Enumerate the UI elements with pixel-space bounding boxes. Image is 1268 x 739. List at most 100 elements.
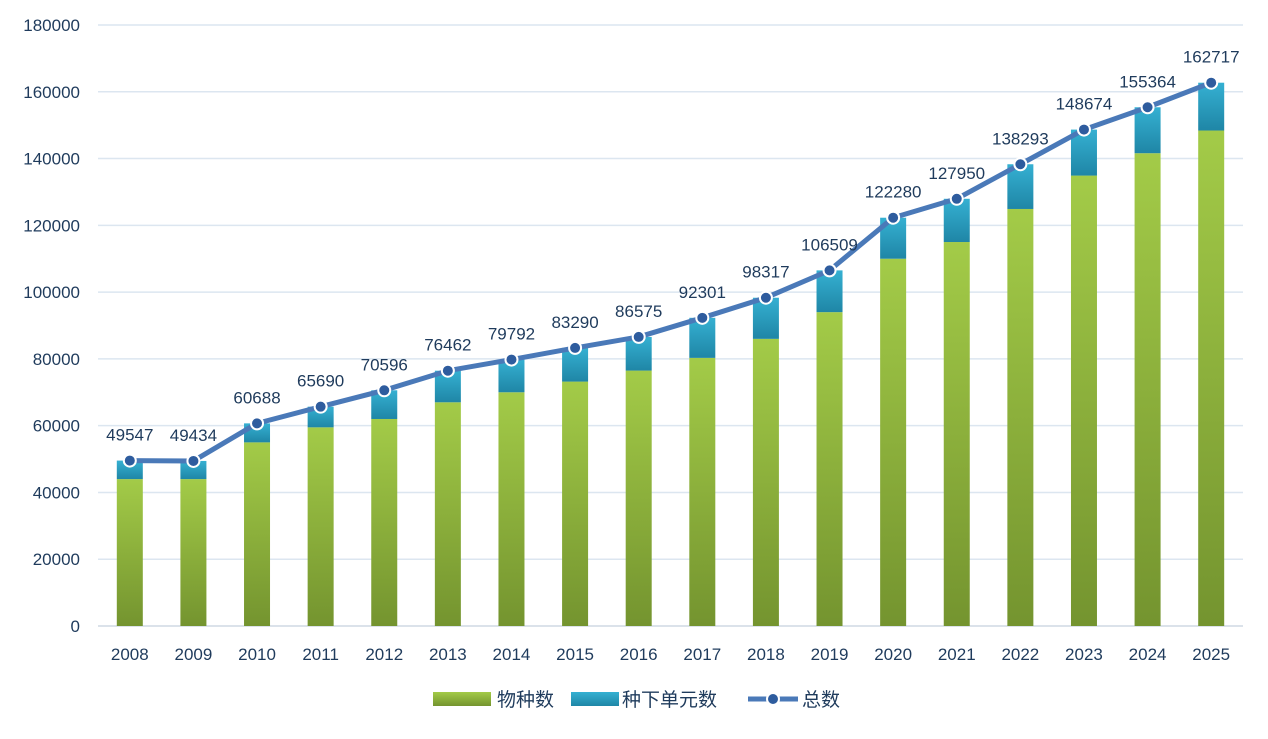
y-tick-label: 180000: [23, 16, 80, 35]
bar-species: [689, 357, 716, 626]
x-tick-label: 2018: [747, 645, 785, 664]
data-label: 79792: [488, 325, 535, 344]
bar-subspecies: [943, 198, 970, 243]
bar-species: [307, 427, 334, 626]
data-label: 76462: [424, 336, 471, 355]
x-tick-label: 2024: [1129, 645, 1167, 664]
y-tick-label: 120000: [23, 216, 80, 235]
data-label: 155364: [1119, 72, 1176, 91]
bar-species: [625, 370, 652, 626]
x-tick-label: 2016: [620, 645, 658, 664]
y-tick-label: 160000: [23, 83, 80, 102]
data-label: 127950: [928, 164, 985, 183]
total-line: [122, 75, 1219, 468]
total-marker: [377, 383, 392, 398]
bar-species: [371, 418, 398, 626]
total-marker: [440, 363, 455, 378]
y-tick-label: 140000: [23, 150, 80, 169]
data-labels: 49547 49434 60688 65690 70596 76462 79792 83290…: [106, 48, 1239, 445]
x-tick-label: 2017: [683, 645, 721, 664]
legend-swatch-subspecies: [571, 692, 619, 706]
x-tick-label: 2025: [1192, 645, 1230, 664]
bar-subspecies: [1070, 129, 1097, 176]
y-tick-label: 40000: [33, 483, 80, 502]
bar-subspecies: [307, 406, 334, 428]
legend-marker-total: [766, 692, 780, 706]
x-tick-label: 2009: [175, 645, 213, 664]
bar-species: [1198, 130, 1225, 626]
data-label: 86575: [615, 302, 662, 321]
legend-label-total: 总数: [802, 689, 840, 711]
data-label: 60688: [233, 388, 280, 407]
x-tick-label: 2015: [556, 645, 594, 664]
bar-species: [880, 258, 907, 626]
bar-subspecies: [1198, 82, 1225, 131]
y-tick-label: 60000: [33, 417, 80, 436]
total-marker: [695, 310, 710, 325]
bar-species: [116, 479, 143, 626]
data-label: 138293: [992, 129, 1049, 148]
total-marker: [1204, 75, 1219, 90]
x-axis: 2008 2009 2010 2011 2012 2013 2014 2015 2016 2017…: [111, 645, 1230, 664]
x-tick-label: 2022: [1001, 645, 1039, 664]
data-label: 162717: [1183, 48, 1240, 67]
bar-species: [562, 381, 589, 626]
x-tick-label: 2012: [365, 645, 403, 664]
legend: 物种数 种下单元数 总数: [433, 689, 840, 711]
y-tick-label: 80000: [33, 350, 80, 369]
gridlines: [98, 24, 1243, 627]
bar-species: [180, 479, 207, 626]
bar-species: [1007, 208, 1034, 626]
total-marker: [631, 329, 646, 344]
total-marker: [1013, 157, 1028, 172]
bar-species: [943, 242, 970, 626]
total-marker: [568, 340, 583, 355]
data-label: 106509: [801, 235, 858, 254]
total-marker: [313, 399, 328, 414]
bars: [116, 82, 1225, 627]
total-marker: [250, 416, 265, 431]
y-tick-label: 100000: [23, 283, 80, 302]
total-marker: [186, 453, 201, 468]
data-label: 70596: [361, 355, 408, 374]
legend-label-subspecies: 种下单元数: [622, 689, 717, 711]
total-marker: [886, 210, 901, 225]
x-tick-label: 2021: [938, 645, 976, 664]
bar-subspecies: [180, 460, 207, 480]
legend-label-species: 物种数: [497, 689, 554, 711]
legend-swatch-species: [433, 692, 491, 706]
bar-species: [1070, 175, 1097, 626]
bar-species: [434, 402, 461, 626]
x-tick-label: 2011: [302, 645, 339, 664]
data-label: 98317: [742, 263, 789, 282]
total-line-path: [129, 80, 1213, 464]
x-tick-label: 2019: [811, 645, 849, 664]
bar-species: [244, 442, 271, 626]
total-marker: [822, 263, 837, 278]
total-marker: [949, 191, 964, 206]
bar-species: [498, 392, 525, 626]
data-label: 49434: [170, 426, 217, 445]
total-marker: [758, 290, 773, 305]
y-tick-label: 20000: [33, 550, 80, 569]
x-tick-label: 2008: [111, 645, 149, 664]
total-marker: [1076, 122, 1091, 137]
data-label: 65690: [297, 372, 344, 391]
bar-species: [816, 312, 843, 626]
x-tick-label: 2013: [429, 645, 467, 664]
x-tick-label: 2023: [1065, 645, 1103, 664]
x-tick-label: 2020: [874, 645, 912, 664]
data-label: 148674: [1056, 95, 1113, 114]
data-label: 122280: [865, 183, 922, 202]
bar-species: [752, 338, 779, 626]
x-tick-label: 2014: [493, 645, 531, 664]
bar-species: [1134, 153, 1161, 627]
data-label: 49547: [106, 426, 153, 445]
total-marker: [122, 453, 137, 468]
data-label: 83290: [551, 313, 598, 332]
x-tick-label: 2010: [238, 645, 276, 664]
y-axis: 0 20000 40000 60000 80000 100000 120000 140000 1…: [23, 16, 80, 636]
y-tick-label: 0: [71, 617, 80, 636]
total-marker: [1140, 100, 1155, 115]
